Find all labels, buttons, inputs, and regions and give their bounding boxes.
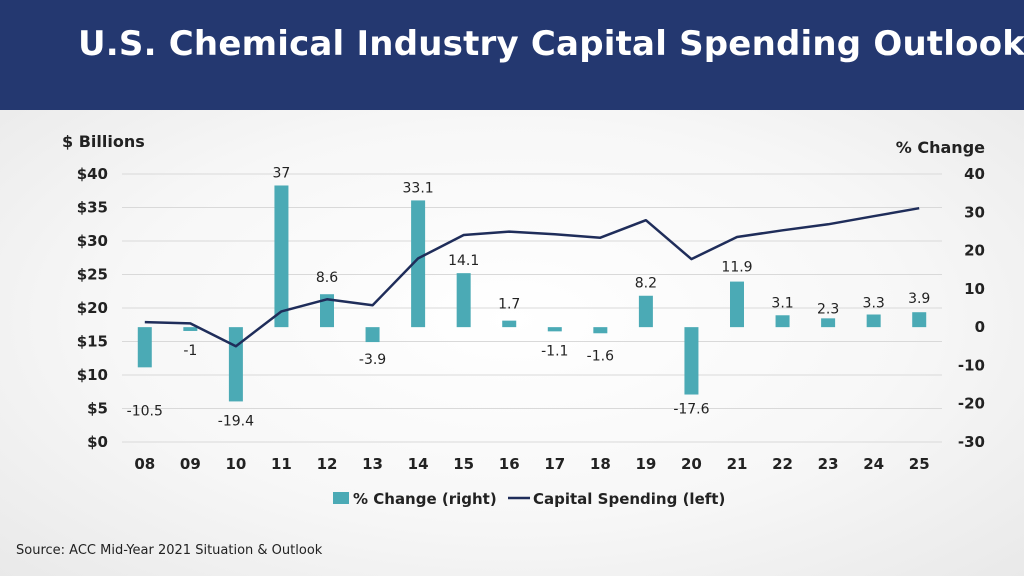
bar [411,200,426,328]
x-tick-label: 16 [499,455,520,473]
data-label: 8.2 [635,276,657,292]
x-tick-label: 10 [225,455,246,473]
data-label: -10.5 [127,403,163,419]
bar [775,315,790,328]
bar [730,281,744,328]
right-tick-label: -20 [958,395,985,413]
left-tick-label: $0 [87,433,108,451]
right-tick-label: -30 [958,433,985,451]
x-tick-label: 24 [863,455,884,473]
x-tick-label: 14 [408,455,429,473]
x-tick-label: 22 [772,455,793,473]
source-note: Source: ACC Mid-Year 2021 Situation & Ou… [16,543,323,558]
data-label: -17.6 [673,402,709,418]
data-label: 3.1 [771,295,793,311]
left-tick-label: $25 [77,266,108,284]
right-tick-label: 10 [964,280,985,298]
left-tick-label: $5 [87,400,108,418]
x-tick-label: 15 [453,455,474,473]
bar [638,295,653,328]
right-tick-label: 20 [964,242,985,260]
bar [502,320,517,328]
right-tick-label: 0 [975,318,985,336]
x-tick-label: 08 [134,455,155,473]
data-label: -1.1 [541,343,568,359]
bar [456,273,471,328]
left-axis-title: $ Billions [62,132,145,151]
legend-label: % Change (right) [353,490,497,508]
x-tick-label: 17 [544,455,565,473]
right-axis-title: % Change [896,138,985,157]
x-tick-label: 21 [727,455,748,473]
page-title: U.S. Chemical Industry Capital Spending … [78,24,1024,64]
bar [137,327,152,368]
x-tick-label: 18 [590,455,611,473]
data-label: 14.1 [448,253,479,269]
left-tick-label: $40 [77,165,108,183]
bar [821,318,836,328]
left-tick-label: $15 [77,333,108,351]
x-tick-label: 13 [362,455,383,473]
bar [684,327,699,395]
x-tick-label: 20 [681,455,702,473]
legend-swatch-bar [333,492,349,504]
x-tick-label: 09 [180,455,201,473]
x-tick-label: 25 [909,455,930,473]
data-label: 3.3 [863,296,885,312]
bar [547,327,562,332]
bar [365,327,380,343]
data-label: 37 [273,165,291,181]
bar [912,312,927,328]
left-tick-label: $35 [77,199,108,217]
title-bar: U.S. Chemical Industry Capital Spending … [0,0,1024,110]
bar [274,185,289,328]
legend-label: Capital Spending (left) [533,490,725,508]
data-label: -3.9 [359,352,386,368]
bar [593,327,608,334]
left-tick-label: $30 [77,232,108,250]
x-tick-label: 19 [635,455,656,473]
bar [183,327,198,331]
x-tick-label: 12 [317,455,338,473]
right-tick-label: 30 [964,203,985,221]
data-label: 2.3 [817,301,839,317]
data-label: -1 [183,343,197,359]
left-tick-label: $10 [77,366,108,384]
data-label: 11.9 [721,260,752,276]
data-label: 1.7 [498,297,520,313]
right-tick-label: 40 [964,165,985,183]
data-label: 33.1 [403,180,434,196]
data-label: -19.4 [218,413,254,429]
data-label: 3.9 [908,291,930,307]
bar [866,314,881,328]
left-tick-label: $20 [77,299,108,317]
capital-spending-line [144,206,920,348]
x-tick-label: 11 [271,455,292,473]
x-tick-label: 23 [818,455,839,473]
data-label: -1.6 [587,348,614,364]
data-label: 8.6 [316,270,338,286]
bar [228,327,243,402]
right-tick-label: -10 [958,356,985,374]
bar [320,294,334,328]
